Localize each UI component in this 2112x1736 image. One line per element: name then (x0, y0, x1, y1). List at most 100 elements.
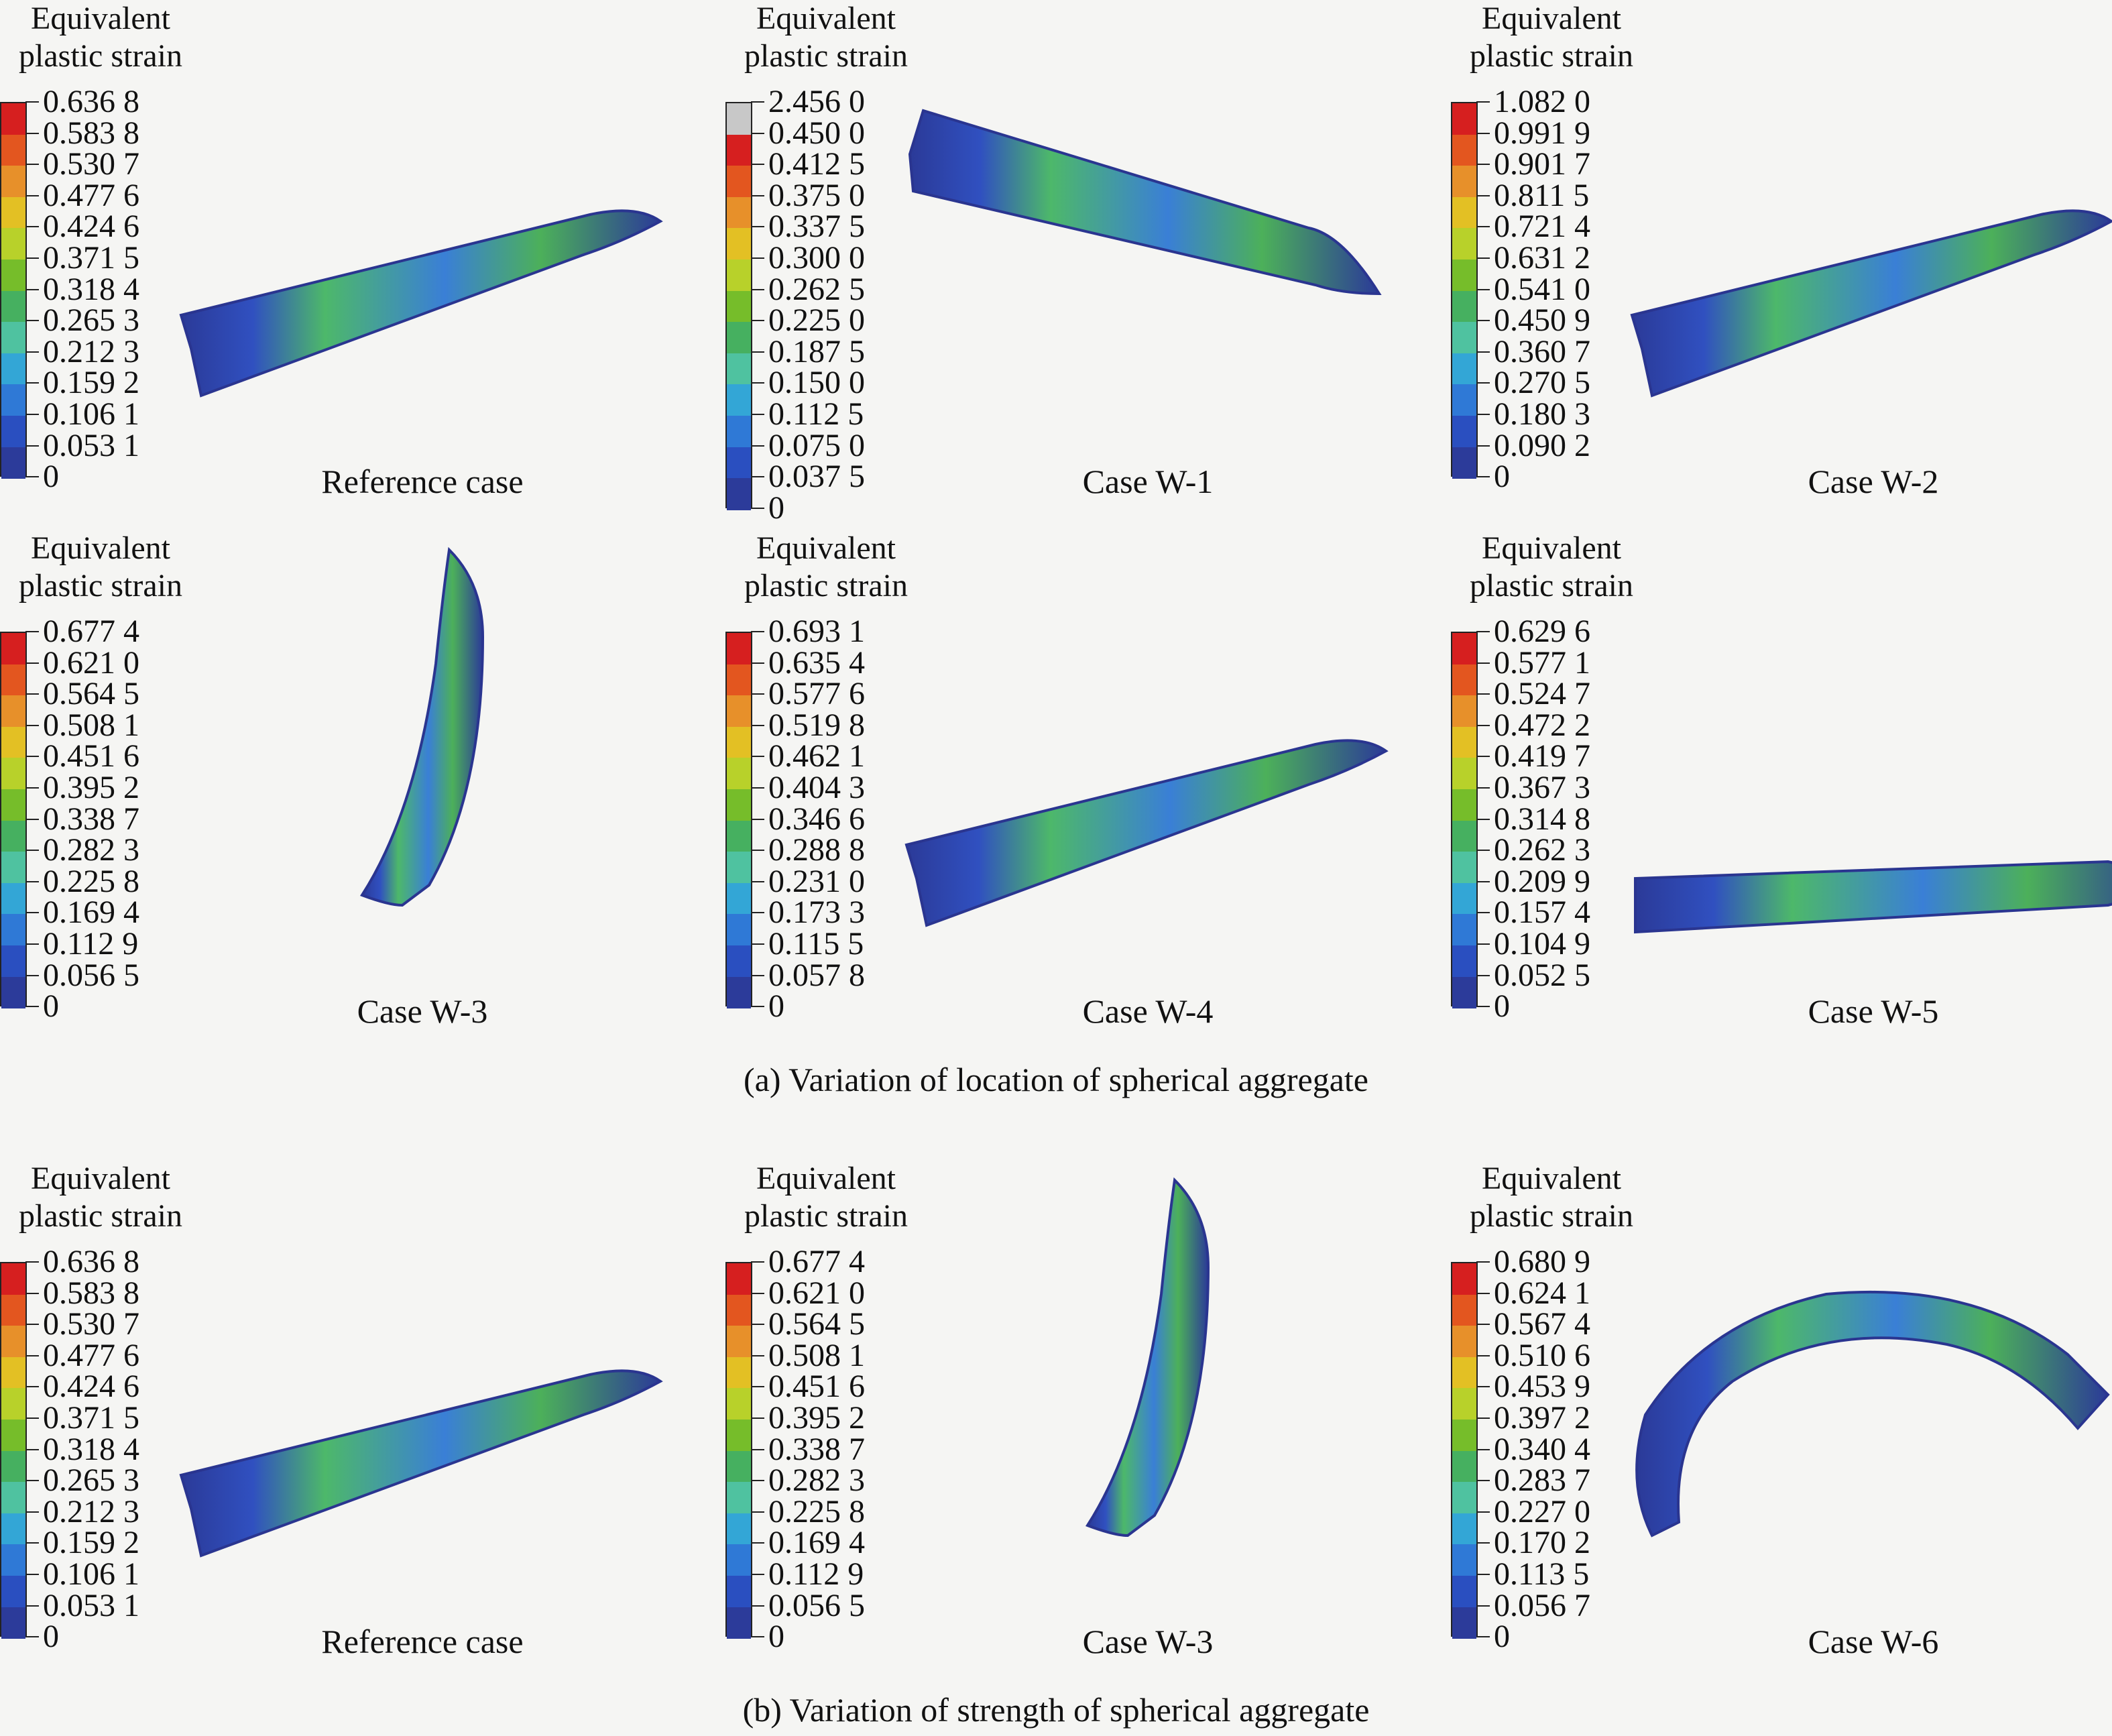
colorbar-tick-label: 0.530 7 (43, 146, 139, 182)
colorbar (0, 1262, 27, 1639)
colorbar-tick-label: 0.450 0 (768, 115, 865, 151)
colorbar-segment (727, 1326, 751, 1358)
colorbar-tick-label: 0.227 0 (1494, 1493, 1590, 1529)
colorbar-tick (751, 1511, 764, 1513)
colorbar-segment (1452, 758, 1476, 790)
colorbar-tick (751, 194, 764, 196)
colorbar-segment (1, 852, 25, 884)
colorbar-tick-label: 0.262 3 (1494, 832, 1590, 868)
case-label: Case W-3 (357, 992, 488, 1030)
specimen-outline (1630, 209, 2112, 398)
colorbar-segment (1452, 1450, 1476, 1483)
colorbar-tick (25, 1386, 39, 1388)
colorbar-segment (1452, 976, 1476, 1009)
colorbar-tick (1476, 1292, 1490, 1294)
colorbar-tick (25, 1417, 39, 1419)
colorbar-segment (1, 1607, 25, 1639)
colorbar-segment (1452, 166, 1476, 198)
colorbar-tick (25, 414, 39, 415)
colorbar-tick (25, 850, 39, 852)
colorbar-tick-label: 0.508 1 (43, 707, 139, 743)
colorbar-tick (25, 724, 39, 726)
colorbar-segment (1, 820, 25, 853)
colorbar-tick-label: 0.340 4 (1494, 1431, 1590, 1467)
colorbar-tick-label: 0.173 3 (768, 894, 865, 931)
colorbar-tick (25, 1574, 39, 1575)
colorbar-tick-label: 0.567 4 (1494, 1306, 1590, 1342)
colorbar-tick-label: 0 (1494, 459, 1510, 495)
colorbar-tick-label: 0.629 6 (1494, 614, 1590, 649)
colorbar-segment (1, 1450, 25, 1483)
caption-a: (a) Variation of location of spherical a… (743, 1061, 1368, 1098)
colorbar-segment (1452, 384, 1476, 416)
colorbar-tick (1476, 1542, 1490, 1544)
colorbar-tick-label: 0.583 8 (43, 115, 139, 151)
colorbar-segment (1, 1294, 25, 1327)
colorbar-tick (25, 1354, 39, 1356)
colorbar-tick-label: 0.270 5 (1494, 365, 1590, 401)
colorbar-tick (1476, 1006, 1490, 1008)
colorbar-tick-label: 2.456 0 (768, 84, 865, 119)
colorbar-segment (727, 945, 751, 978)
colorbar-tick-label: 0.057 8 (768, 957, 865, 993)
colorbar-segment (727, 914, 751, 946)
colorbar-tick-label: 0.318 4 (43, 1431, 139, 1467)
colorbar-tick (751, 818, 764, 820)
colorbar-tick (1476, 693, 1490, 695)
colorbar-tick-label: 0.577 6 (768, 676, 865, 712)
colorbar-segment (1452, 353, 1476, 386)
colorbar-tick-label: 0.583 8 (43, 1275, 139, 1311)
specimen-plot (1630, 209, 2112, 398)
colorbar-segment (727, 664, 751, 697)
colorbar-tick-label: 0.159 2 (43, 365, 139, 401)
colorbar (725, 102, 752, 510)
colorbar-tick-label: 0.337 5 (768, 209, 865, 245)
colorbar-tick-label: 0.367 3 (1494, 770, 1590, 805)
colorbar-tick (25, 756, 39, 758)
colorbar-tick-label: 0.282 3 (43, 832, 139, 868)
colorbar-segment (727, 259, 751, 292)
colorbar-segment (727, 1263, 751, 1295)
colorbar-tick-label: 0.635 4 (768, 644, 865, 681)
colorbar-tick (1476, 476, 1490, 478)
colorbar-tick (751, 1292, 764, 1294)
colorbar (0, 102, 27, 479)
colorbar-tick-label: 0.693 1 (768, 614, 865, 649)
colorbar-segment (727, 1607, 751, 1639)
colorbar-segment (1, 1420, 25, 1452)
case-label: Reference case (321, 1623, 524, 1660)
colorbar-tick-label: 0.631 2 (1494, 240, 1590, 276)
colorbar-tick (751, 756, 764, 758)
colorbar-tick-label: 0.451 6 (43, 738, 139, 774)
colorbar-segment (727, 447, 751, 479)
colorbar-tick (1476, 226, 1490, 228)
colorbar-tick-label: 0.677 4 (43, 614, 139, 649)
colorbar-segment (727, 1420, 751, 1452)
colorbar-segment (1, 695, 25, 728)
colorbar-tick-label: 0 (768, 489, 784, 526)
colorbar-segment (727, 1576, 751, 1608)
colorbar-tick-label: 0.265 3 (43, 302, 139, 339)
colorbar-tick-label: 0.112 9 (43, 926, 139, 962)
colorbar-segment (1452, 852, 1476, 884)
colorbar-segment (1, 882, 25, 915)
colorbar-tick-label: 0.811 5 (1494, 177, 1590, 213)
colorbar-segment (1, 1513, 25, 1546)
colorbar-segment (727, 852, 751, 884)
colorbar-tick (25, 1542, 39, 1544)
colorbar-segment (1, 1544, 25, 1576)
specimen-outline (359, 546, 485, 907)
colorbar-segment (1452, 103, 1476, 135)
colorbar-tick (751, 351, 764, 353)
colorbar-tick (25, 912, 39, 914)
specimen-plot (179, 209, 663, 398)
colorbar-segment (1, 633, 25, 665)
colorbar-tick (751, 1605, 764, 1607)
colorbar-tick-label: 0.338 7 (768, 1431, 865, 1467)
specimen-plot (908, 109, 1382, 296)
legend-title: Equivalent plastic strain (19, 1, 182, 74)
colorbar-tick (751, 1574, 764, 1575)
colorbar-segment (1, 976, 25, 1009)
